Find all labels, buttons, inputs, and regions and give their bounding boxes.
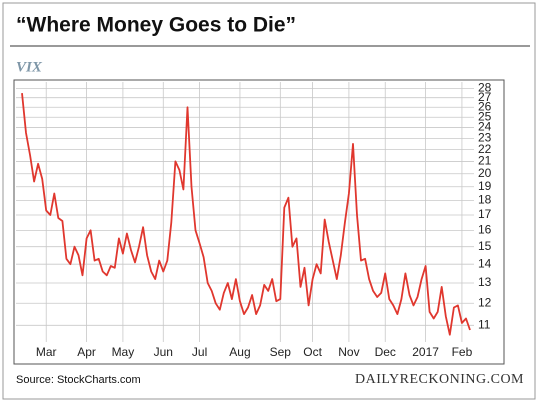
y-tick-label: 21 [478,154,492,168]
x-tick-label: Apr [77,345,96,359]
card-border [2,2,536,400]
y-tick-label: 11 [478,318,491,332]
y-tick-label: 28 [478,81,492,95]
y-tick-label: 22 [478,142,492,156]
y-tick-label: 14 [478,256,492,270]
credit: DAILYRECKONING.COM [355,372,524,387]
x-tick-label: Nov [338,345,359,359]
y-tick-label: 25 [478,109,492,123]
y-axis-label: VIX [16,59,43,75]
x-tick-label: Aug [229,345,250,359]
x-tick-label: Oct [303,345,322,359]
y-tick-label: 24 [478,120,492,134]
y-tick-label: 17 [478,207,492,221]
y-tick-label: 18 [478,193,492,207]
x-tick-label: Jul [192,345,207,359]
x-tick-label: Dec [375,345,396,359]
x-tick-label: Sep [270,345,292,359]
y-tick-label: 19 [478,179,492,193]
x-tick-label: Feb [452,345,473,359]
chart-title: “Where Money Goes to Die” [16,14,296,37]
y-tick-label: 13 [478,275,492,289]
source: Source: StockCharts.com [16,374,141,386]
y-tick-label: 20 [478,166,492,180]
y-tick-label: 27 [478,90,492,104]
y-tick-label: 16 [478,223,492,237]
y-tick-label: 23 [478,131,492,145]
plot-frame [13,79,505,365]
x-tick-label: May [112,345,135,359]
y-tick-label: 15 [478,239,492,253]
series-line [21,93,471,336]
y-tick-label: 12 [478,295,492,309]
x-tick-label: 2017 [412,345,439,359]
y-tick-label: 26 [478,99,492,113]
x-tick-label: Jun [154,345,173,359]
x-tick-label: Mar [36,345,57,359]
